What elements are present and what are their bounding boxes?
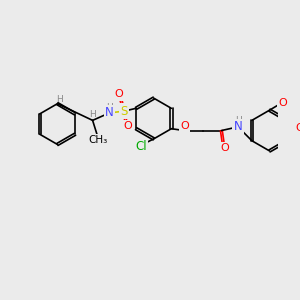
Text: O: O [296,123,300,133]
Text: Cl: Cl [135,140,147,153]
Text: O: O [123,121,132,131]
Text: H: H [89,110,96,119]
Text: H: H [56,95,63,104]
Text: O: O [278,98,287,108]
Text: N: N [105,106,114,119]
Text: O: O [180,121,189,131]
Text: O: O [114,89,123,99]
Text: O: O [221,143,230,153]
Text: H: H [235,116,242,125]
Text: S: S [120,105,128,118]
Text: CH₃: CH₃ [88,135,108,145]
Text: H: H [106,103,112,112]
Text: N: N [234,120,242,133]
